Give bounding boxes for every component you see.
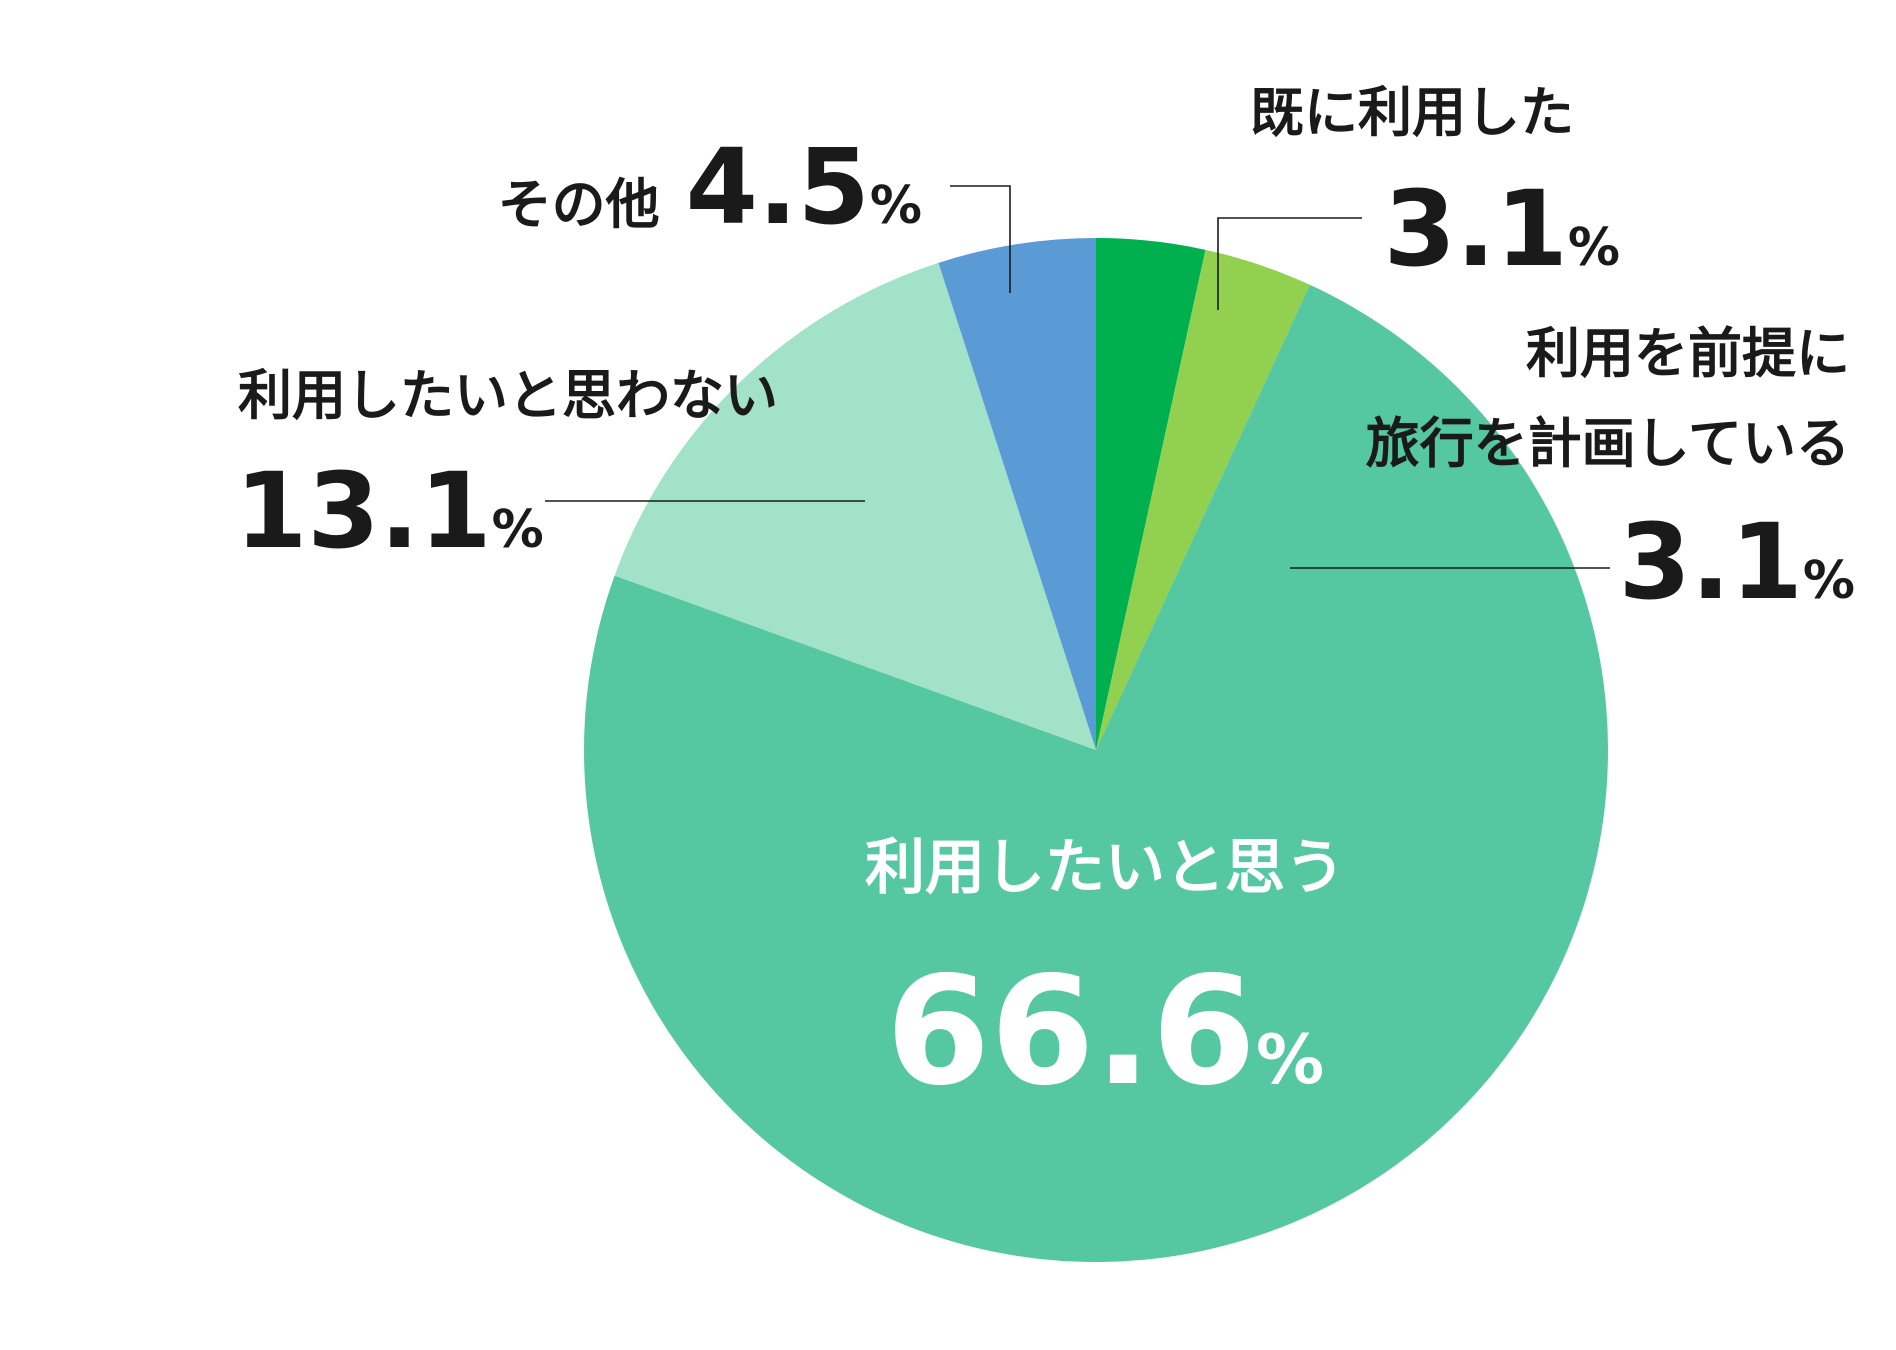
label-value-0: 3.1%: [1384, 168, 1620, 290]
leader-line-4: [950, 185, 1011, 293]
pie-slice-2: [584, 284, 1609, 1263]
leader-lines: [545, 185, 1610, 569]
label-4: その他 4.5%: [498, 126, 922, 248]
pie-slice-4: [938, 238, 1096, 750]
pie-slices: [584, 238, 1609, 1263]
label-category-0: 既に利用した: [1250, 81, 1574, 144]
label-category-3: 利用したいと思わない: [238, 364, 778, 427]
pie-slice-1: [1096, 249, 1310, 750]
label-category-1-line2: 旅行を計画している: [1366, 412, 1850, 475]
pie-slice-0: [1096, 238, 1206, 750]
label-value-3: 13.1%: [235, 450, 544, 572]
label-value-2: 66.6%: [886, 945, 1324, 1119]
label-category-2: 利用したいと思う: [865, 833, 1345, 903]
label-category-1-line1: 利用を前提に: [1526, 322, 1850, 385]
pie-slice-3: [614, 262, 1096, 750]
label-value-1: 3.1%: [1619, 501, 1855, 623]
leader-line-0: [1217, 217, 1362, 310]
